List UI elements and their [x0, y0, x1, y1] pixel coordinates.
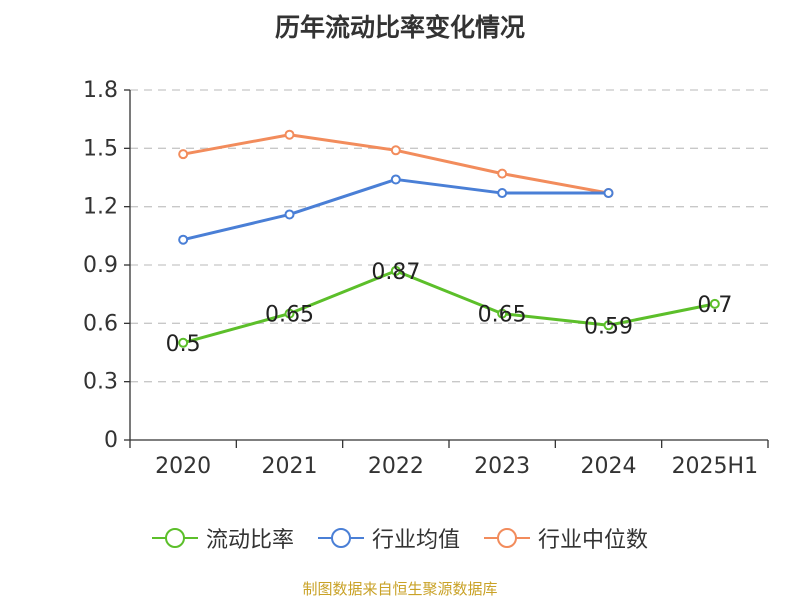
series-lines — [178, 129, 720, 348]
x-tick-label: 2020 — [155, 454, 211, 479]
x-tick-label: 2022 — [368, 454, 424, 479]
series-line — [182, 269, 716, 345]
data-point — [284, 308, 295, 319]
data-point — [497, 188, 508, 199]
data-point — [497, 308, 508, 319]
y-tick-label: 1.5 — [83, 136, 118, 161]
data-point — [603, 188, 614, 199]
data-point — [178, 337, 189, 348]
x-tick-label: 2024 — [581, 454, 637, 479]
x-tick-label: 2025H1 — [672, 454, 759, 479]
data-point — [390, 265, 401, 276]
data-point — [603, 320, 614, 331]
legend-marker-icon — [151, 528, 198, 548]
legend-item-industry-median[interactable]: 行业中位数 — [484, 522, 648, 554]
x-tick-label: 2021 — [262, 454, 318, 479]
data-label: 0.87 — [371, 260, 420, 285]
data-point — [284, 209, 295, 220]
data-point — [390, 145, 401, 156]
legend: 流动比率 行业均值 行业中位数 — [0, 520, 800, 556]
source-note: 制图数据来自恒生聚源数据库 — [302, 580, 498, 598]
data-label: 0.5 — [166, 332, 201, 357]
data-labels: 0.5 0.65 0.87 0.65 0.59 0.7 — [166, 260, 733, 357]
grid-lines — [130, 89, 768, 383]
data-label: 0.65 — [265, 303, 314, 328]
y-tick-label: 0 — [104, 428, 118, 453]
chart-title: 历年流动比率变化情况 — [274, 13, 525, 42]
data-label: 0.65 — [478, 303, 527, 328]
series-line — [182, 177, 609, 242]
data-point — [178, 149, 189, 160]
y-tick-label: 1.8 — [83, 78, 118, 103]
data-point — [497, 168, 508, 179]
axes — [124, 89, 769, 448]
legend-label: 行业中位数 — [538, 528, 649, 553]
y-tick-label: 1.2 — [83, 195, 118, 220]
y-tick-label: 0.3 — [83, 370, 118, 395]
data-label: 0.59 — [584, 314, 633, 339]
data-point — [284, 129, 295, 140]
x-tick-labels: 2020 2021 2022 2023 2024 2025H1 — [155, 454, 758, 479]
x-tick-label: 2023 — [474, 454, 530, 479]
data-point — [178, 234, 189, 245]
legend-item-industry-mean[interactable]: 行业均值 — [317, 522, 460, 554]
y-tick-label: 0.6 — [83, 311, 118, 336]
legend-marker-icon — [317, 528, 364, 548]
y-tick-labels: 0 0.3 0.6 0.9 1.2 1.5 1.8 — [83, 78, 118, 453]
legend-item-current-ratio[interactable]: 流动比率 — [151, 522, 294, 554]
data-label: 0.7 — [697, 293, 732, 318]
legend-marker-icon — [484, 528, 530, 548]
y-tick-label: 0.9 — [83, 253, 118, 278]
legend-label: 行业均值 — [371, 528, 460, 553]
data-point — [709, 298, 720, 309]
data-point — [390, 174, 401, 185]
legend-label: 流动比率 — [205, 528, 294, 553]
